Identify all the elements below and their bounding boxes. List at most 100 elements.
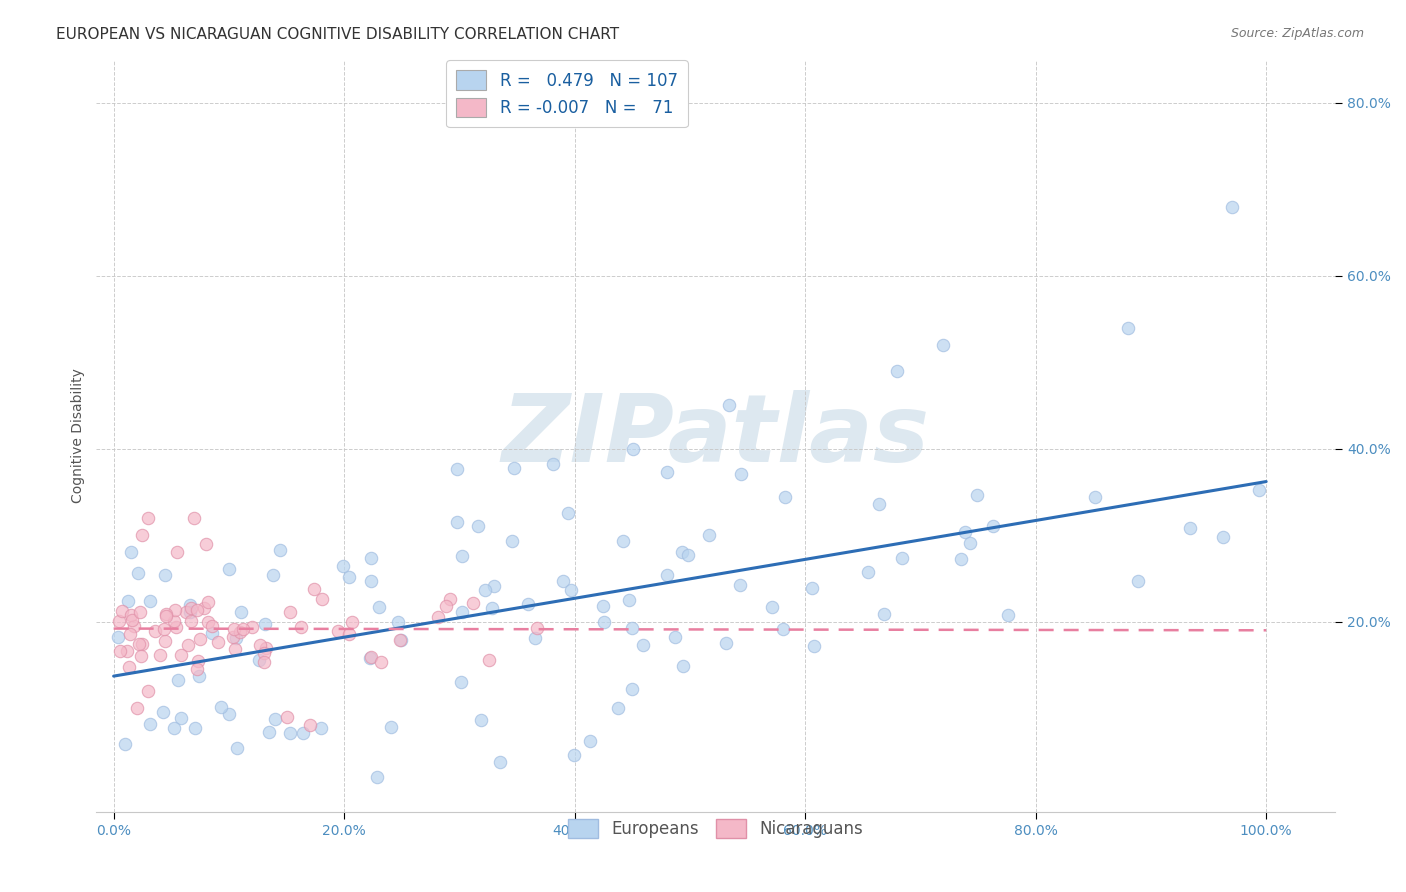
- Point: [1178, 521, 1201, 535]
- Point: [292, 726, 315, 740]
- Point: [254, 641, 277, 656]
- Point: [186, 662, 208, 676]
- Point: [617, 592, 640, 607]
- Point: [981, 518, 1004, 533]
- Point: [526, 621, 548, 635]
- Point: [950, 552, 973, 566]
- Point: [868, 498, 890, 512]
- Point: [225, 631, 247, 645]
- Point: [773, 490, 796, 504]
- Point: [1126, 574, 1149, 588]
- Point: [803, 639, 825, 653]
- Point: [207, 635, 229, 649]
- Point: [368, 599, 391, 614]
- Point: [873, 607, 896, 622]
- Point: [229, 605, 252, 619]
- Point: [194, 537, 217, 551]
- Point: [188, 669, 211, 683]
- Point: [450, 675, 472, 690]
- Point: [143, 624, 166, 638]
- Point: [183, 511, 205, 525]
- Point: [800, 582, 823, 596]
- Point: [1116, 320, 1139, 334]
- Point: [186, 603, 208, 617]
- Point: [631, 639, 654, 653]
- Point: [389, 632, 412, 647]
- Point: [387, 615, 409, 629]
- Point: [229, 625, 252, 640]
- Point: [155, 607, 177, 622]
- Point: [501, 534, 523, 549]
- Point: [253, 617, 276, 632]
- Point: [697, 528, 720, 542]
- Point: [290, 620, 312, 634]
- Legend: Europeans, Nicaraguans: Europeans, Nicaraguans: [562, 813, 870, 845]
- Point: [671, 545, 693, 559]
- Point: [187, 654, 209, 668]
- Point: [131, 649, 153, 664]
- Point: [302, 582, 325, 596]
- Point: [136, 511, 159, 525]
- Point: [606, 701, 628, 715]
- Point: [311, 592, 333, 607]
- Point: [337, 569, 360, 583]
- Point: [139, 717, 162, 731]
- Point: [121, 614, 143, 628]
- Point: [360, 551, 382, 566]
- Point: [366, 770, 388, 784]
- Point: [174, 605, 197, 619]
- Point: [280, 605, 302, 619]
- Point: [426, 610, 449, 624]
- Point: [247, 653, 270, 667]
- Point: [165, 620, 187, 634]
- Point: [560, 583, 582, 598]
- Point: [226, 741, 249, 756]
- Point: [131, 637, 153, 651]
- Point: [620, 681, 643, 696]
- Point: [276, 710, 298, 724]
- Point: [503, 461, 526, 475]
- Point: [127, 566, 149, 581]
- Point: [110, 644, 132, 658]
- Y-axis label: Cognitive Disability: Cognitive Disability: [72, 368, 86, 503]
- Text: EUROPEAN VS NICARAGUAN COGNITIVE DISABILITY CORRELATION CHART: EUROPEAN VS NICARAGUAN COGNITIVE DISABIL…: [56, 27, 620, 42]
- Point: [262, 568, 284, 582]
- Point: [592, 599, 614, 613]
- Point: [481, 600, 503, 615]
- Point: [886, 364, 908, 378]
- Point: [484, 579, 506, 593]
- Point: [257, 725, 280, 739]
- Point: [153, 623, 176, 637]
- Point: [1220, 200, 1243, 214]
- Point: [959, 536, 981, 550]
- Point: [439, 592, 461, 607]
- Point: [728, 578, 751, 592]
- Point: [655, 465, 678, 479]
- Point: [197, 595, 219, 609]
- Point: [359, 651, 381, 665]
- Point: [551, 574, 574, 589]
- Point: [890, 551, 912, 566]
- Point: [517, 597, 540, 611]
- Point: [1212, 530, 1234, 544]
- Point: [360, 574, 382, 588]
- Point: [139, 593, 162, 607]
- Point: [557, 506, 579, 520]
- Point: [136, 683, 159, 698]
- Point: [309, 721, 332, 735]
- Point: [166, 545, 188, 559]
- Point: [340, 615, 363, 629]
- Point: [197, 615, 219, 629]
- Point: [118, 660, 141, 674]
- Point: [474, 583, 496, 598]
- Point: [446, 462, 468, 476]
- Point: [222, 622, 245, 636]
- Point: [232, 622, 254, 636]
- Point: [224, 642, 246, 657]
- Point: [388, 632, 411, 647]
- Point: [298, 718, 321, 732]
- Point: [467, 518, 489, 533]
- Point: [280, 725, 302, 739]
- Point: [180, 614, 202, 628]
- Point: [128, 637, 150, 651]
